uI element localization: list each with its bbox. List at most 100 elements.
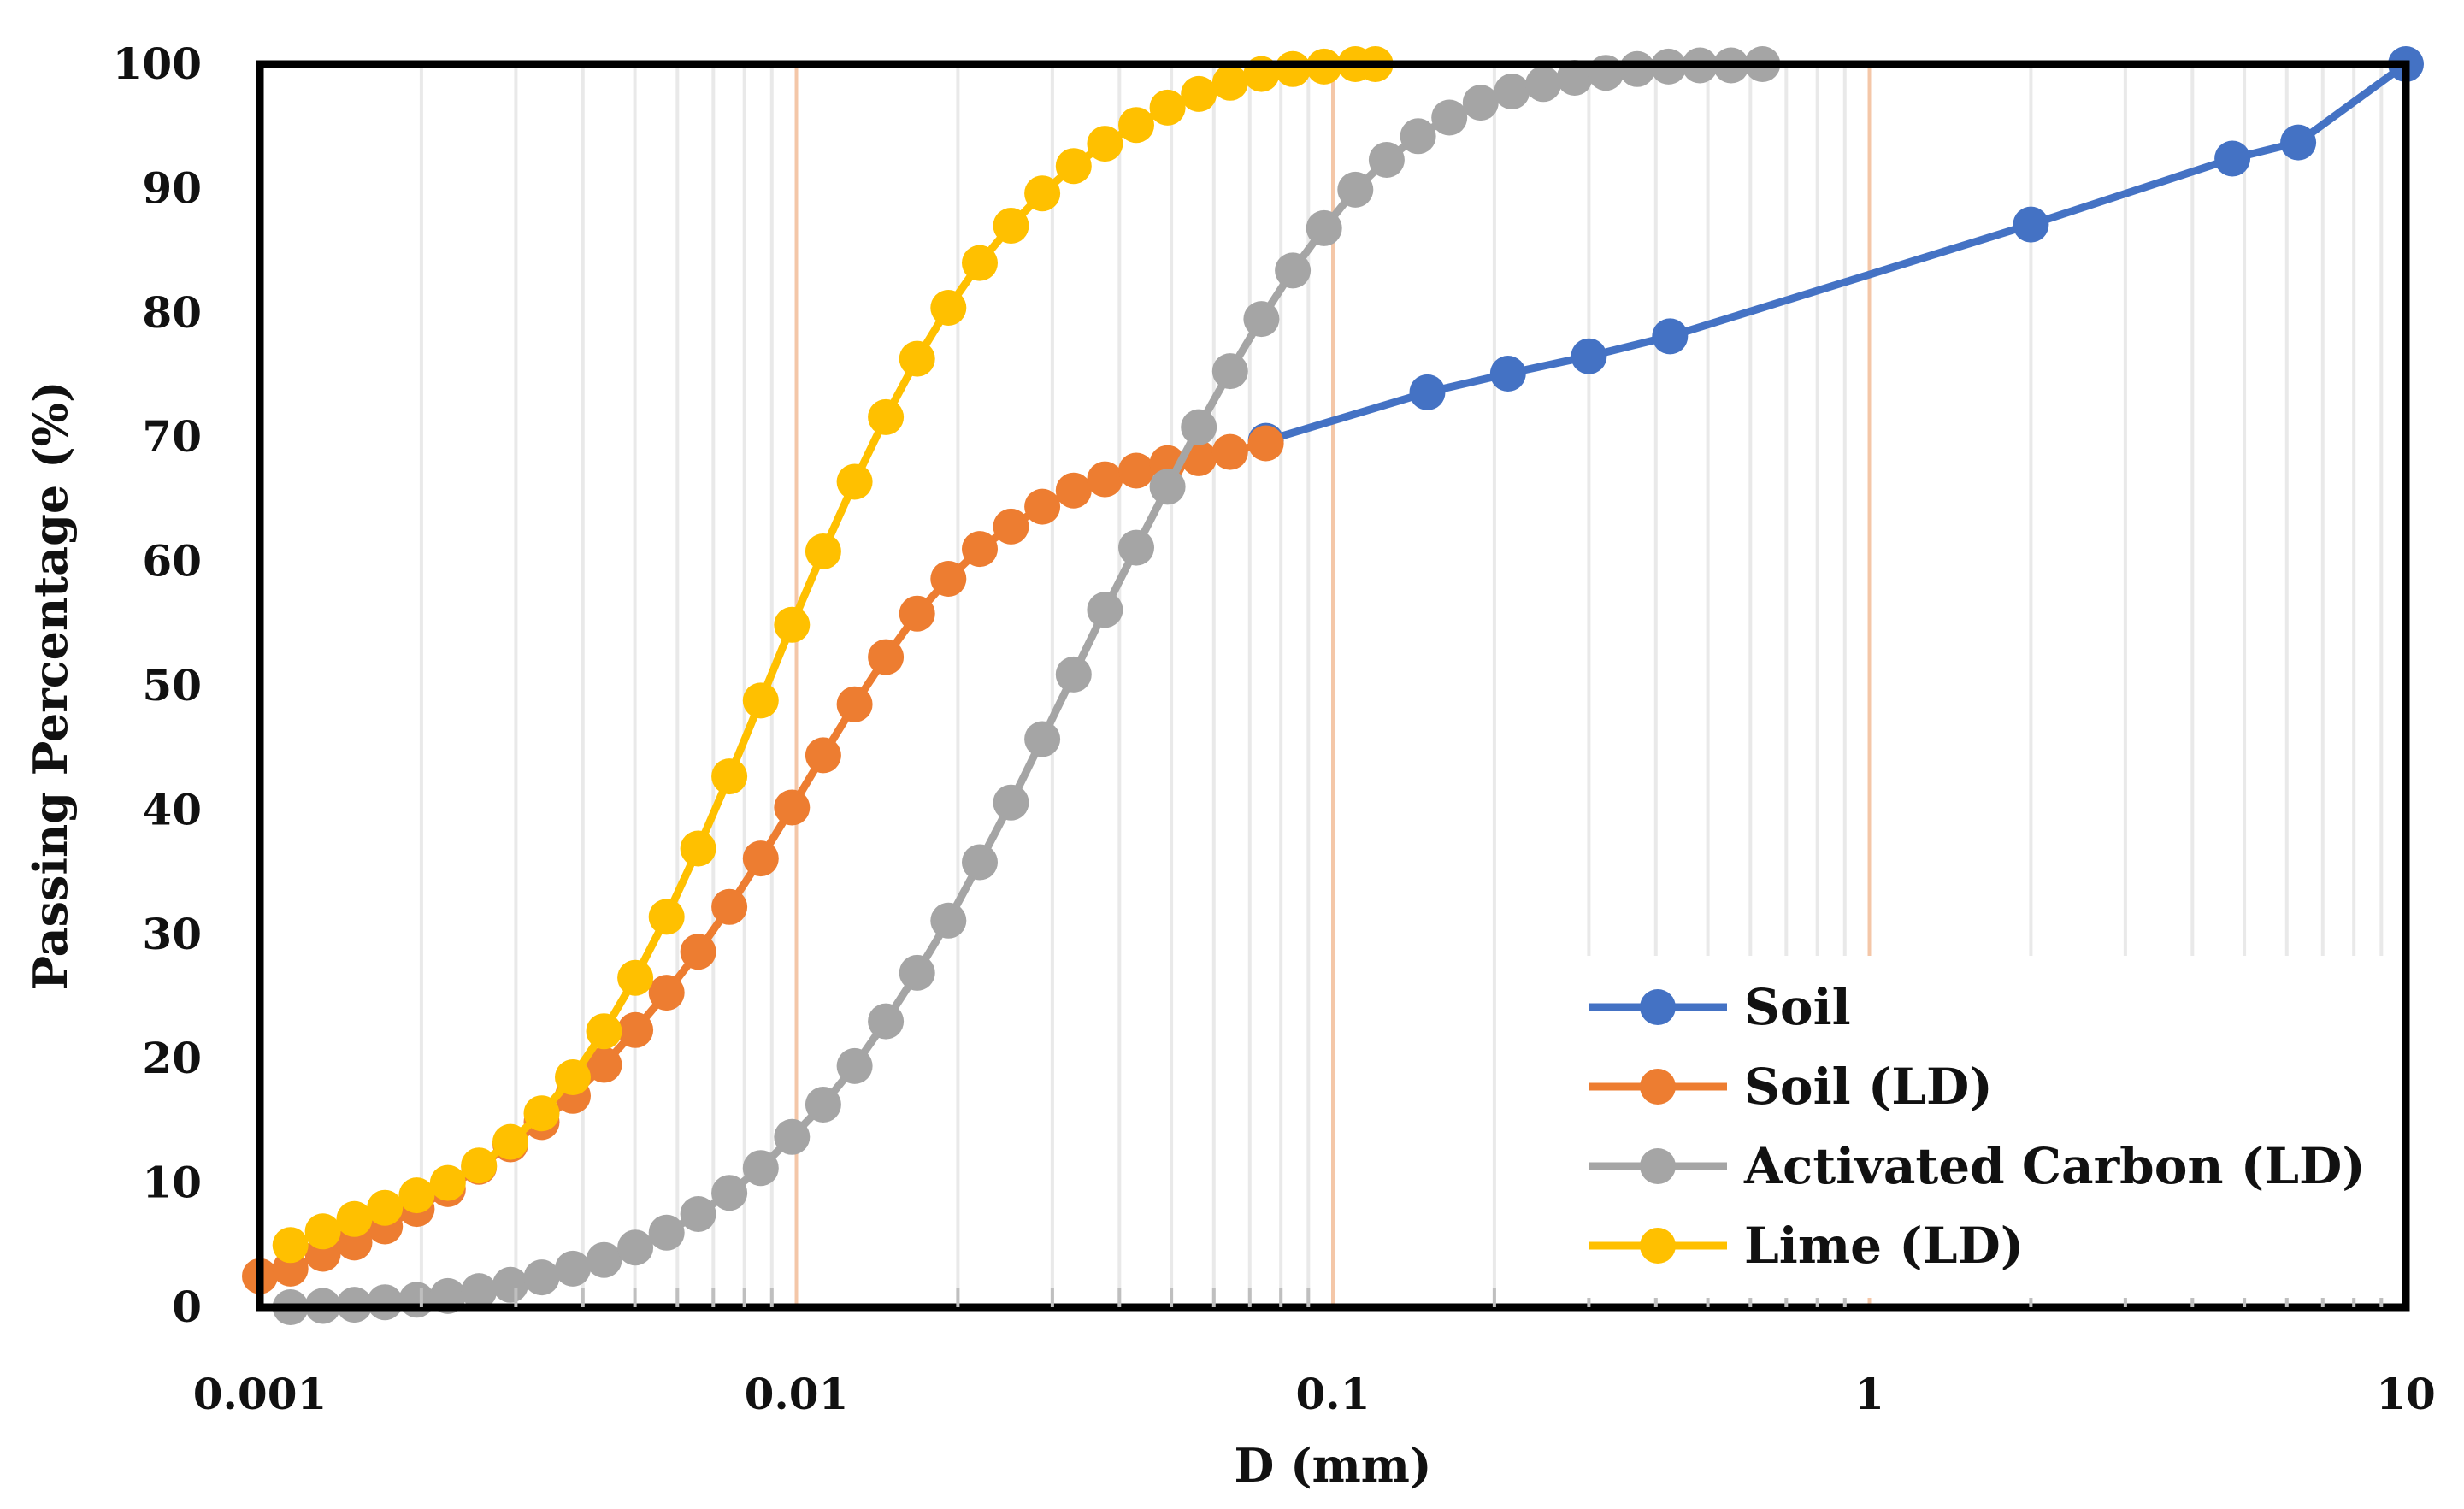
data-point bbox=[711, 888, 748, 925]
data-point bbox=[1489, 356, 1526, 392]
x-axis-tick-labels: 0.001 0.01 0.1 1 10 bbox=[193, 1369, 2436, 1419]
data-point bbox=[1118, 107, 1154, 144]
data-point bbox=[617, 1011, 654, 1048]
data-point bbox=[836, 1047, 873, 1084]
data-point bbox=[648, 1214, 685, 1251]
data-point bbox=[993, 784, 1029, 821]
data-point bbox=[304, 1213, 341, 1250]
data-point bbox=[461, 1273, 498, 1310]
legend-item: Lime (LD) bbox=[1589, 1217, 2024, 1275]
data-point bbox=[1652, 318, 1689, 355]
data-point bbox=[523, 1259, 560, 1296]
data-point bbox=[1211, 353, 1248, 390]
data-point bbox=[586, 1013, 622, 1050]
y-tick-label: 60 bbox=[142, 536, 202, 587]
legend-label: Soil (LD) bbox=[1744, 1058, 1993, 1116]
data-point bbox=[1525, 66, 1562, 103]
y-axis-tick-labels: 0 10 20 30 40 50 60 70 80 90 100 bbox=[113, 38, 202, 1332]
data-point bbox=[2280, 124, 2317, 161]
data-point bbox=[868, 1003, 905, 1040]
data-point bbox=[1087, 126, 1123, 162]
data-point bbox=[1368, 142, 1405, 178]
plot-area-frame bbox=[256, 60, 2410, 1312]
data-point bbox=[1118, 529, 1154, 566]
legend-marker bbox=[1640, 989, 1676, 1025]
data-point bbox=[336, 1200, 373, 1237]
legend: Soil Soil (LD) Activated Carbon (LD) Lime (… bbox=[1569, 956, 2390, 1298]
x-tick-label: 10 bbox=[2376, 1369, 2436, 1419]
x-tick-label: 0.01 bbox=[745, 1369, 849, 1419]
data-point bbox=[962, 531, 998, 568]
legend-marker bbox=[1640, 1069, 1676, 1105]
data-point bbox=[555, 1059, 591, 1095]
data-point bbox=[617, 959, 654, 996]
data-point bbox=[1275, 252, 1312, 289]
data-point bbox=[1306, 209, 1342, 246]
legend-marker bbox=[1640, 1148, 1676, 1184]
data-point bbox=[1337, 171, 1374, 208]
data-point bbox=[1247, 425, 1284, 462]
data-point bbox=[429, 1164, 466, 1201]
y-tick-label: 90 bbox=[142, 162, 202, 213]
y-tick-label: 10 bbox=[142, 1158, 202, 1208]
y-tick-label: 80 bbox=[142, 287, 202, 338]
data-point bbox=[367, 1189, 404, 1226]
data-point bbox=[805, 533, 841, 569]
y-tick-label: 40 bbox=[142, 784, 202, 834]
data-point bbox=[617, 1229, 654, 1266]
x-tick-label: 0.1 bbox=[1296, 1369, 1371, 1419]
data-point bbox=[1211, 433, 1248, 470]
data-point bbox=[1556, 60, 1593, 96]
data-point bbox=[993, 208, 1029, 244]
data-point bbox=[461, 1147, 498, 1184]
data-point bbox=[1243, 301, 1280, 338]
legend-marker bbox=[1640, 1228, 1676, 1264]
y-tick-label: 0 bbox=[172, 1282, 202, 1332]
data-point bbox=[1181, 409, 1217, 445]
data-point bbox=[555, 1250, 591, 1287]
data-point bbox=[868, 639, 905, 675]
data-point bbox=[1181, 75, 1217, 112]
data-point bbox=[1409, 374, 1446, 410]
data-point bbox=[1431, 99, 1468, 136]
data-point bbox=[836, 463, 873, 500]
data-point bbox=[930, 561, 967, 597]
data-point bbox=[1494, 74, 1530, 109]
legend-label: Lime (LD) bbox=[1744, 1217, 2024, 1275]
data-point bbox=[1118, 452, 1154, 489]
data-point bbox=[899, 595, 935, 632]
data-point bbox=[1024, 175, 1061, 212]
x-tick-label: 0.001 bbox=[193, 1369, 327, 1419]
data-point bbox=[993, 508, 1029, 545]
data-point bbox=[742, 1150, 779, 1187]
data-point bbox=[805, 1087, 841, 1123]
data-point bbox=[1571, 338, 1607, 374]
data-point bbox=[1462, 85, 1499, 121]
y-tick-label: 50 bbox=[142, 660, 202, 710]
data-point bbox=[1024, 721, 1061, 757]
legend-item: Soil bbox=[1589, 978, 1851, 1036]
series-group bbox=[1247, 46, 2424, 459]
data-point bbox=[586, 1046, 622, 1083]
x-axis-title: D (mm) bbox=[1234, 1438, 1431, 1493]
data-point bbox=[492, 1266, 528, 1303]
data-point bbox=[1618, 50, 1655, 87]
data-point bbox=[774, 789, 811, 826]
data-point bbox=[742, 840, 779, 877]
data-point bbox=[899, 340, 935, 377]
data-point bbox=[774, 1118, 811, 1155]
y-axis-title: Passing Percentage (%) bbox=[23, 381, 78, 991]
data-point bbox=[1400, 118, 1436, 155]
data-point bbox=[367, 1284, 404, 1321]
legend-item: Activated Carbon (LD) bbox=[1589, 1137, 2366, 1195]
data-point bbox=[1024, 488, 1061, 525]
data-point bbox=[1149, 89, 1186, 126]
data-point bbox=[711, 1175, 748, 1211]
data-point bbox=[930, 290, 967, 326]
legend-item: Soil (LD) bbox=[1589, 1058, 1993, 1116]
data-point bbox=[1055, 148, 1092, 185]
data-point bbox=[962, 245, 998, 281]
data-point bbox=[586, 1241, 622, 1278]
data-point bbox=[1087, 592, 1123, 628]
